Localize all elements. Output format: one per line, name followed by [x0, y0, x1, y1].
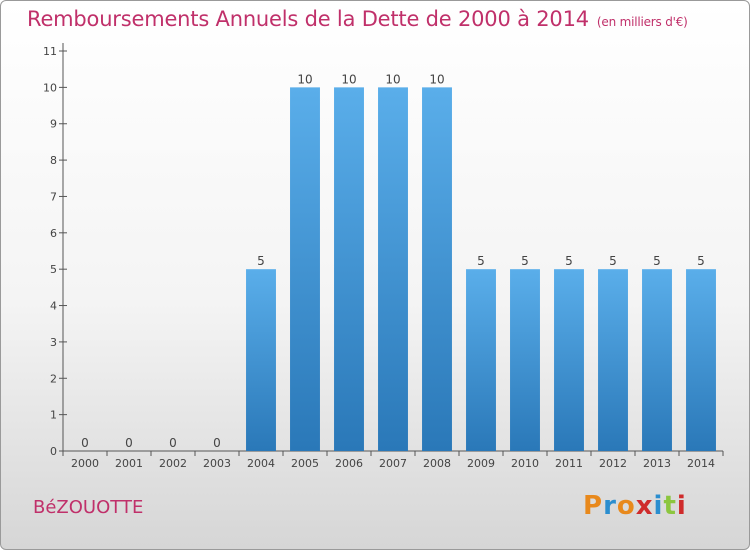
y-tick-label: 2: [50, 372, 57, 385]
bar-value-label: 5: [257, 254, 265, 268]
y-tick-label: 11: [43, 45, 57, 58]
x-tick-label: 2012: [599, 457, 627, 470]
y-tick-label: 10: [43, 81, 57, 94]
logo-letter: t: [663, 491, 677, 521]
logo-letter: i: [653, 491, 664, 521]
bar: [422, 87, 452, 451]
chart-subtitle: (en milliers d'€): [596, 15, 688, 29]
bar-value-label: 10: [429, 72, 444, 86]
x-tick-label: 2005: [291, 457, 319, 470]
bar: [598, 269, 628, 451]
x-tick-label: 2013: [643, 457, 671, 470]
logo-letter: x: [635, 491, 654, 521]
y-tick-label: 4: [50, 300, 57, 313]
bar-value-label: 5: [521, 254, 529, 268]
y-tick-label: 1: [50, 409, 57, 422]
x-tick-label: 2004: [247, 457, 275, 470]
x-tick-label: 2002: [159, 457, 187, 470]
bar-value-label: 5: [565, 254, 573, 268]
y-tick-label: 9: [50, 118, 57, 131]
y-tick-label: 7: [50, 190, 57, 203]
bar-value-label: 0: [169, 436, 177, 450]
commune-name: BéZOUOTTE: [33, 497, 144, 518]
bar: [642, 269, 672, 451]
x-tick-label: 2008: [423, 457, 451, 470]
bar: [510, 269, 540, 451]
y-tick-label: 8: [50, 154, 57, 167]
x-tick-label: 2011: [555, 457, 583, 470]
bar: [378, 87, 408, 451]
bar: [246, 269, 276, 451]
bar-value-label: 5: [697, 254, 705, 268]
logo-letter: i: [676, 491, 687, 521]
x-tick-label: 2006: [335, 457, 363, 470]
y-tick-label: 0: [50, 445, 57, 458]
bar: [554, 269, 584, 451]
x-tick-label: 2003: [203, 457, 231, 470]
x-tick-label: 2014: [687, 457, 715, 470]
bar-value-label: 0: [125, 436, 133, 450]
logo-letter: r: [603, 491, 617, 521]
bar-value-label: 10: [341, 72, 356, 86]
chart-title: Remboursements Annuels de la Dette de 20…: [27, 7, 688, 31]
bar-value-label: 0: [81, 436, 89, 450]
x-tick-label: 2009: [467, 457, 495, 470]
bar: [334, 87, 364, 451]
proxiti-logo: Proxiti: [583, 491, 687, 521]
logo-letter: o: [616, 491, 636, 521]
bar: [466, 269, 496, 451]
y-tick-label: 6: [50, 227, 57, 240]
x-tick-label: 2010: [511, 457, 539, 470]
bar-value-label: 5: [477, 254, 485, 268]
y-tick-label: 5: [50, 263, 57, 276]
x-tick-label: 2001: [115, 457, 143, 470]
bar-value-label: 10: [385, 72, 400, 86]
bar: [686, 269, 716, 451]
bar-value-label: 5: [653, 254, 661, 268]
bar-value-label: 5: [609, 254, 617, 268]
bar: [290, 87, 320, 451]
y-tick-label: 3: [50, 336, 57, 349]
logo-letter: P: [583, 491, 604, 521]
x-tick-label: 2000: [71, 457, 99, 470]
bar-value-label: 10: [297, 72, 312, 86]
bar-value-label: 0: [213, 436, 221, 450]
x-tick-label: 2007: [379, 457, 407, 470]
